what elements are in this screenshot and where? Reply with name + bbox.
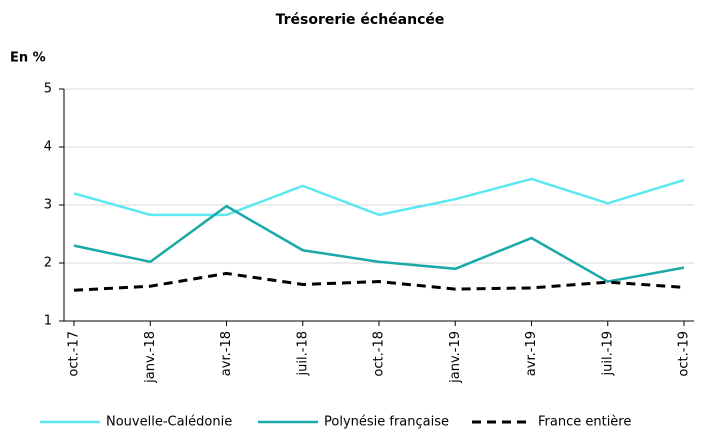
y-tick-label: 2 xyxy=(44,256,52,271)
line-series xyxy=(73,271,685,292)
line-series xyxy=(73,204,685,283)
x-tick-label: juil.-19 xyxy=(600,331,615,376)
x-tick-label: juil.-18 xyxy=(295,331,310,376)
y-tick-label: 5 xyxy=(44,82,52,97)
y-tick-label: 1 xyxy=(44,314,52,329)
legend-label: Nouvelle-Calédonie xyxy=(106,415,232,430)
x-tick-label: oct.-18 xyxy=(372,331,387,377)
y-axis-label: En % xyxy=(10,51,46,66)
x-tick-label: janv.-19 xyxy=(448,331,463,384)
y-tick-label: 4 xyxy=(44,140,52,155)
chart-title: Trésorerie échéancée xyxy=(276,12,445,28)
x-tick-label: oct.-17 xyxy=(67,331,82,377)
x-tick-label: janv.-18 xyxy=(143,331,158,384)
legend-label: France entière xyxy=(538,415,631,430)
x-tick-label: avr.-18 xyxy=(219,331,234,376)
x-tick-label: avr.-19 xyxy=(524,331,539,376)
line-series xyxy=(73,177,685,217)
x-tick-label: oct.-19 xyxy=(677,331,692,377)
y-tick-label: 3 xyxy=(44,198,52,213)
legend-label: Polynésie française xyxy=(324,415,449,430)
